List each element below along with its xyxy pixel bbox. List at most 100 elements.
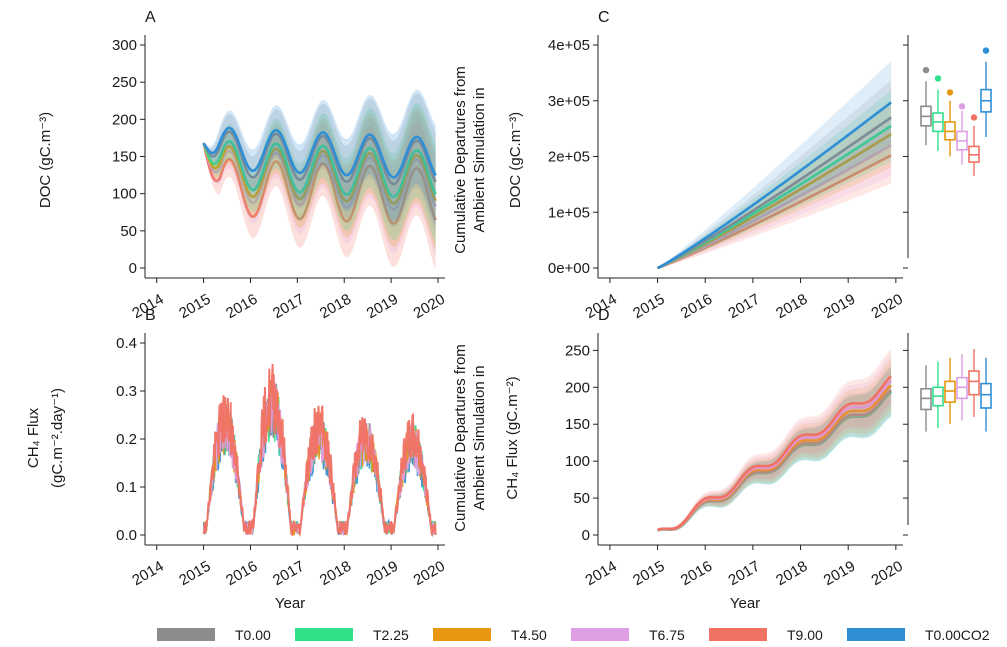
- y-tick-label: 50: [120, 223, 137, 240]
- x-tick-label: 2019: [364, 291, 401, 322]
- y-tick-label: 200: [112, 111, 137, 128]
- panel-a-ylabel: DOC (gC.m⁻³): [37, 112, 54, 208]
- boxplot-t2.25: [932, 75, 944, 151]
- series-line-t4.50: [202, 142, 437, 205]
- panel-b-ylabel-line2: (gC.m⁻².day⁻¹): [49, 388, 66, 488]
- y-tick-label: 250: [565, 342, 590, 359]
- panel-d-ylabel-line2: Ambient Simulation in: [471, 365, 488, 510]
- band-t2.25: [203, 103, 436, 245]
- boxplot-t0.00: [920, 365, 932, 432]
- boxplot-t2.25: [932, 361, 944, 428]
- boxplot-outlier: [958, 103, 966, 110]
- x-tick-label: 2018: [773, 291, 810, 322]
- band-t0.00co2: [657, 61, 892, 269]
- series-line-t9.00: [657, 375, 892, 532]
- boxplot-t9.00: [968, 348, 980, 417]
- x-tick-label: 2019: [364, 558, 401, 589]
- panel-letter-b: B: [145, 307, 156, 324]
- x-tick-label: 2020: [868, 558, 905, 589]
- y-tick-label: 0: [129, 260, 137, 277]
- x-tick-label: 2016: [223, 558, 260, 589]
- legend-swatch: [295, 628, 353, 641]
- boxplot-box: [980, 382, 992, 409]
- series-line-t4.50: [203, 373, 437, 538]
- x-tick-label: 2018: [773, 558, 810, 589]
- y-tick-label: 0.3: [116, 383, 137, 400]
- panel-b: 0.0 0.1 0.2 0.3 0.4 2014 2015 2016 2017 2018 2019 2…: [116, 333, 448, 589]
- legend-item-t9.00: T9.00: [709, 627, 823, 643]
- y-tick-label: 100: [112, 186, 137, 203]
- boxplot-outlier: [946, 89, 954, 96]
- x-tick-label: 2020: [411, 558, 448, 589]
- y-tick-label: 2e+05: [548, 149, 590, 166]
- x-tick-label: 2015: [630, 558, 667, 589]
- series-line-t0.00co2: [657, 101, 892, 270]
- x-tick-label: 2019: [821, 291, 858, 322]
- series-line-t6.75: [657, 144, 892, 270]
- series-line-t0.00: [202, 130, 437, 186]
- band-t4.50: [657, 100, 892, 268]
- x-tick-label: 2018: [317, 558, 354, 589]
- band-t0.00: [657, 79, 892, 268]
- y-tick-label: 0e+00: [548, 260, 590, 277]
- x-tick-label: 2016: [678, 291, 715, 322]
- panel-d-ylabel-line3: CH₄ Flux (gC.m⁻²): [504, 376, 521, 499]
- series-line-t9.00: [202, 142, 437, 225]
- series-line-t0.00: [657, 116, 892, 270]
- legend-label: T0.00: [235, 627, 271, 643]
- x-axis-label-right: Year: [730, 595, 760, 612]
- legend-item-t0.00: T0.00: [157, 627, 271, 643]
- legend-label: T4.50: [511, 627, 547, 643]
- band-t0.00co2: [203, 89, 436, 226]
- boxplot-t0.00co2: [980, 47, 992, 137]
- boxplot-t4.50: [944, 357, 956, 425]
- panel-c-ylabel-line1: Cumulative Departures from: [452, 66, 469, 254]
- x-tick-label: 2014: [129, 558, 166, 589]
- legend-swatch: [847, 628, 905, 641]
- x-tick-label: 2016: [223, 291, 260, 322]
- boxplot-t6.75: [956, 354, 968, 421]
- x-tick-label: 2015: [176, 291, 213, 322]
- legend-label: T6.75: [649, 627, 685, 643]
- y-tick-label: 0.1: [116, 479, 137, 496]
- y-tick-label: 3e+05: [548, 93, 590, 110]
- y-tick-label: 1e+05: [548, 204, 590, 221]
- y-tick-label: 0.2: [116, 431, 137, 448]
- legend: T0.00 T2.25 T4.50 T6.75 T9.00 T0.00CO2: [157, 627, 990, 643]
- band-t0.00: [203, 93, 436, 233]
- x-tick-label: 2020: [411, 291, 448, 322]
- legend-item-t2.25: T2.25: [295, 627, 409, 643]
- y-tick-label: 250: [112, 74, 137, 91]
- boxplot-t4.50: [944, 89, 956, 157]
- x-tick-label: 2016: [678, 558, 715, 589]
- y-tick-label: 0.0: [116, 527, 137, 544]
- x-tick-label: 2015: [176, 558, 213, 589]
- band-t9.00: [657, 127, 892, 268]
- y-tick-label: 150: [565, 416, 590, 433]
- boxplot-t6.75: [956, 103, 968, 165]
- boxplot-box: [968, 370, 980, 396]
- band-t2.25: [657, 90, 892, 268]
- y-tick-label: 150: [112, 149, 137, 166]
- legend-label: T0.00CO2: [925, 627, 990, 643]
- boxplot-outlier: [922, 66, 930, 74]
- panel-c-ylabel-line2: Ambient Simulation in: [471, 87, 488, 232]
- legend-item-t6.75: T6.75: [571, 627, 685, 643]
- y-tick-label: 100: [565, 453, 590, 470]
- x-tick-label: 2017: [725, 291, 762, 322]
- boxplot-t0.00: [920, 66, 932, 146]
- x-tick-label: 2017: [270, 291, 307, 322]
- static-labels: A B C D DOC (gC.m⁻³) CH₄ Flux (gC.m⁻².da…: [25, 9, 760, 612]
- panel-letter-d: D: [598, 307, 610, 324]
- boxplot-outlier: [934, 75, 942, 82]
- boxplot-t9.00: [968, 114, 980, 177]
- x-tick-label: 2018: [317, 291, 354, 322]
- band-t9.00: [657, 348, 892, 531]
- y-tick-label: 4e+05: [548, 37, 590, 54]
- x-tick-label: 2017: [270, 558, 307, 589]
- legend-label: T2.25: [373, 627, 409, 643]
- legend-swatch: [157, 628, 215, 641]
- legend-swatch: [433, 628, 491, 641]
